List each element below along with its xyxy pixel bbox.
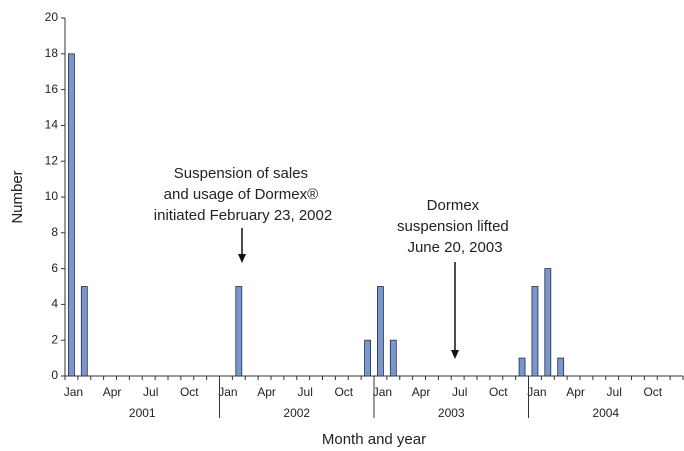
- y-tick-label: 14: [45, 118, 59, 132]
- y-tick-label: 20: [45, 10, 59, 24]
- bar: [364, 339, 371, 377]
- x-tick-label: Jul: [143, 385, 158, 399]
- y-tick-label: 16: [45, 82, 59, 96]
- bar: [518, 357, 526, 377]
- y-tick-label: 2: [51, 332, 58, 346]
- annotation-line: June 20, 2003: [407, 239, 502, 256]
- year-label: 2002: [283, 406, 310, 420]
- year-label: 2003: [438, 406, 465, 420]
- x-tick-label: Jan: [218, 385, 237, 399]
- annotation: Dormex suspension lifted June 20, 2003: [397, 197, 513, 256]
- y-tick-label: 18: [45, 46, 59, 60]
- annotation-line: and usage of Dormex®: [164, 186, 318, 203]
- x-axis-title: Month and year: [322, 431, 426, 448]
- bar: [235, 286, 243, 377]
- bar: [544, 268, 552, 377]
- y-tick-label: 0: [51, 368, 58, 382]
- x-tick-label: Jan: [527, 385, 546, 399]
- x-tick-label: Apr: [103, 385, 122, 399]
- year-label: 2001: [129, 406, 156, 420]
- bar: [557, 357, 565, 377]
- bar: [68, 53, 75, 377]
- x-tick-label: Jul: [452, 385, 467, 399]
- x-tick-label: Oct: [334, 385, 353, 399]
- bar: [389, 339, 397, 377]
- bar: [377, 286, 384, 377]
- arrow: [238, 228, 246, 263]
- annotation-line: initiated February 23, 2002: [154, 207, 332, 224]
- x-tick-label: Apr: [257, 385, 276, 399]
- y-tick-label: 8: [51, 225, 58, 239]
- x-tick-label: Jan: [64, 385, 83, 399]
- x-tick-label: Oct: [489, 385, 508, 399]
- x-tick-label: Oct: [643, 385, 662, 399]
- y-tick-label: 4: [51, 297, 58, 311]
- y-tick-label: 12: [45, 153, 59, 167]
- y-tick-label: 10: [45, 189, 59, 203]
- y-tick-label: 6: [51, 261, 58, 275]
- annotation-line: suspension lifted: [397, 218, 509, 235]
- x-tick-label: Apr: [412, 385, 431, 399]
- bar: [531, 286, 539, 377]
- annotation-line: Suspension of sales: [174, 165, 308, 182]
- x-tick-label: Jul: [298, 385, 313, 399]
- year-label: 2004: [592, 406, 619, 420]
- arrow: [451, 262, 459, 359]
- x-tick-label: Oct: [180, 385, 199, 399]
- x-tick-label: Jul: [607, 385, 622, 399]
- x-tick-label: Apr: [566, 385, 585, 399]
- annotation: Suspension of sales and usage of Dormex®…: [154, 165, 332, 224]
- y-axis-title: Number: [9, 170, 26, 223]
- x-tick-label: Jan: [373, 385, 392, 399]
- annotation-line: Dormex: [427, 197, 480, 214]
- bar: [80, 286, 88, 377]
